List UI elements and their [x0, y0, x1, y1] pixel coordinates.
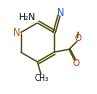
Text: O: O	[72, 59, 79, 68]
Text: N: N	[13, 28, 21, 38]
Text: CH₃: CH₃	[35, 74, 49, 83]
Text: H₂N: H₂N	[18, 13, 35, 22]
Text: N: N	[57, 8, 64, 18]
Text: O: O	[75, 34, 82, 43]
